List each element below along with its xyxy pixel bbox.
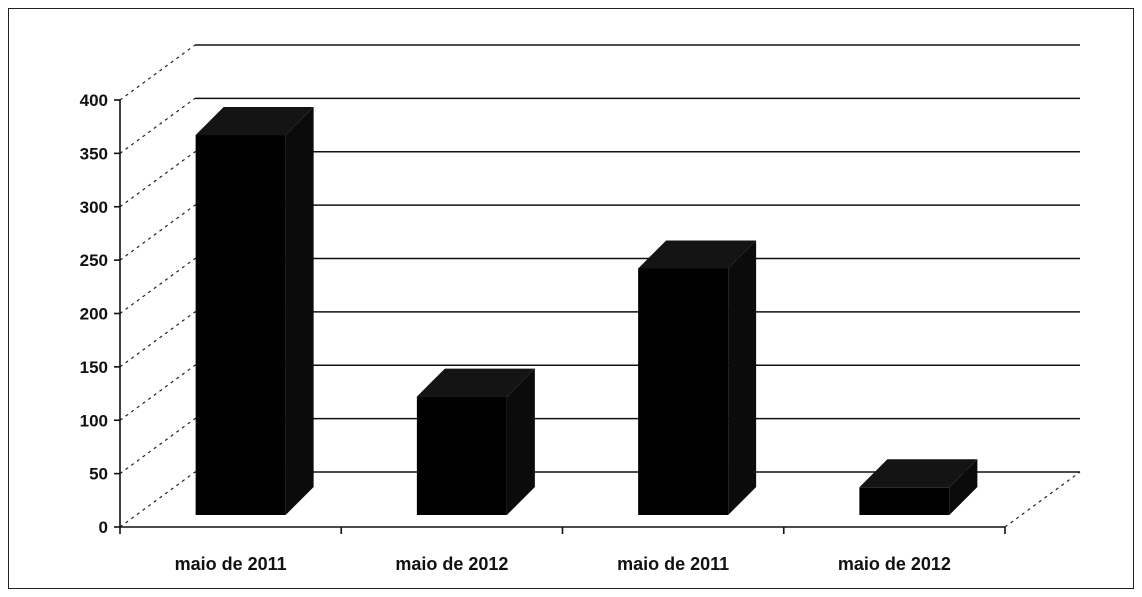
bar-2 xyxy=(638,240,757,515)
side-gridline-200 xyxy=(119,258,196,314)
bar-side-3 xyxy=(949,459,978,515)
side-gridline-150 xyxy=(119,311,196,368)
y-tick-label-350: 350 xyxy=(80,144,108,163)
bar-top-0 xyxy=(195,107,314,136)
y-tick-label-100: 100 xyxy=(80,411,108,430)
bar-3 xyxy=(859,459,978,515)
bar-side-0 xyxy=(285,107,314,516)
side-gridline-350 xyxy=(119,97,196,154)
floor-right-edge xyxy=(1004,471,1081,528)
side-gridline-400 xyxy=(119,44,196,101)
bar-1 xyxy=(416,368,535,515)
bar-front-0 xyxy=(195,135,286,515)
side-gridline-50 xyxy=(119,418,196,475)
bar-top-3 xyxy=(859,459,978,488)
y-tick-label-300: 300 xyxy=(80,198,108,217)
bar-front-1 xyxy=(416,396,507,515)
bar-top-2 xyxy=(638,240,757,269)
bar-front-3 xyxy=(859,487,950,515)
bars-layer xyxy=(195,107,978,516)
side-gridline-100 xyxy=(119,364,196,421)
y-tick-label-150: 150 xyxy=(80,358,108,377)
y-tick-label-400: 400 xyxy=(80,91,108,110)
y-tick-label-50: 50 xyxy=(89,465,108,484)
bar-0 xyxy=(195,107,314,516)
x-tick-label-3: maio de 2012 xyxy=(838,554,951,574)
x-tick-label-1: maio de 2012 xyxy=(395,554,508,574)
side-gridline-250 xyxy=(119,204,196,261)
y-tick-label-0: 0 xyxy=(99,518,108,537)
bar-front-2 xyxy=(638,268,729,515)
bar-top-1 xyxy=(416,368,535,397)
y-tick-label-250: 250 xyxy=(80,251,108,270)
bar-side-1 xyxy=(506,368,535,515)
y-tick-label-200: 200 xyxy=(80,305,108,324)
x-tick-label-2: maio de 2011 xyxy=(617,554,729,574)
x-tick-label-0: maio de 2011 xyxy=(175,554,287,574)
labels-layer: 0 50 100 150 200 250 300 350 400 maio de 2011 maio… xyxy=(80,91,951,574)
side-gridline-300 xyxy=(119,151,196,208)
axis-layer xyxy=(114,99,1006,534)
side-gridline-0 xyxy=(119,471,196,528)
bar-side-2 xyxy=(728,240,757,515)
